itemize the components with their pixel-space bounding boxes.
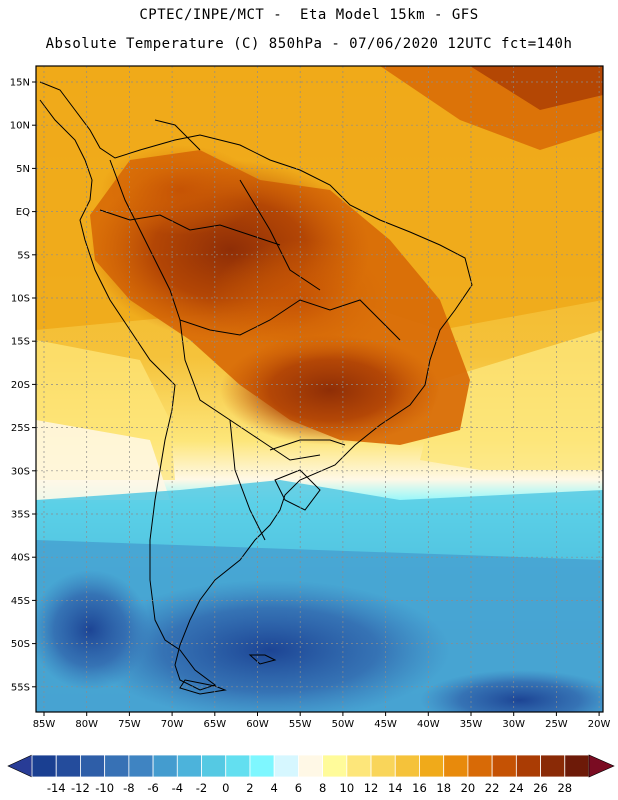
title-line-1: CPTEC/INPE/MCT - Eta Model 15km - GFS: [139, 7, 479, 23]
colorbar-swatch: [225, 754, 251, 778]
lon-label: 55W: [289, 719, 312, 730]
colorbar-swatch: [491, 754, 517, 778]
lat-label: 40S: [11, 553, 30, 564]
lon-label: 65W: [203, 719, 226, 730]
coastlines: [39, 81, 473, 695]
lat-label: 45S: [11, 596, 30, 607]
colorbar: -14 -12 -10 -8 -6 -4 -2 0 2 4 6 8 10 12 14 16 18 20 22 24 26…: [7, 754, 615, 795]
colorbar-tick-label: 2: [246, 781, 253, 795]
colorbar-tick-label: -4: [172, 781, 183, 795]
lon-label: 20W: [588, 719, 611, 730]
colorbar-swatch: [564, 754, 590, 778]
colorbar-tick-label: 4: [271, 781, 278, 795]
colorbar-swatch: [249, 754, 275, 778]
colorbar-tick-label: 10: [340, 781, 355, 795]
colorbar-under-arrow: [7, 754, 33, 778]
temperature-field: [36, 66, 603, 712]
lat-label: 55S: [11, 682, 30, 693]
colorbar-swatch: [515, 754, 541, 778]
colorbar-tick-label: 12: [364, 781, 379, 795]
colorbar-tick-label: 20: [461, 781, 476, 795]
colorbar-swatch: [419, 754, 445, 778]
latitude-axis: 15N 10N 5N EQ 5S 10S 15S 20S 25S 30S 35S 40S 45S 50S 5…: [10, 78, 36, 693]
lat-label: 10N: [10, 121, 30, 132]
title-line-2: Absolute Temperature (C) 850hPa - 07/06/…: [45, 36, 573, 52]
colorbar-tick-label: 0: [222, 781, 229, 795]
colorbar-over-arrow: [588, 754, 615, 778]
colorbar-tick-label: -10: [95, 781, 114, 795]
colorbar-tick-label: -2: [196, 781, 207, 795]
lat-label: EQ: [16, 207, 30, 218]
lat-label: 5S: [17, 250, 30, 261]
colorbar-swatch: [322, 754, 348, 778]
lon-label: 70W: [161, 719, 184, 730]
colorbar-tick-label: 24: [509, 781, 524, 795]
colorbar-swatch: [540, 754, 566, 778]
colorbar-tick-label: 26: [533, 781, 548, 795]
lon-label: 35W: [460, 719, 483, 730]
lon-label: 80W: [75, 719, 98, 730]
lat-label: 15N: [10, 78, 30, 89]
colorbar-swatch: [346, 754, 372, 778]
lon-label: 30W: [502, 719, 525, 730]
colorbar-swatch: [201, 754, 227, 778]
colorbar-swatch: [176, 754, 202, 778]
colorbar-swatch: [370, 754, 396, 778]
colorbar-swatch: [273, 754, 299, 778]
lat-label: 10S: [11, 294, 30, 305]
colorbar-swatch: [80, 754, 106, 778]
lon-label: 40W: [417, 719, 440, 730]
colorbar-swatch: [443, 754, 469, 778]
colorbar-tick-label: -8: [123, 781, 134, 795]
colorbar-swatch: [55, 754, 81, 778]
colorbar-swatch: [394, 754, 420, 778]
longitude-axis: 85W 80W 75W 70W 65W 60W 55W 50W 45W 40W 35W 30W 25W 2…: [33, 712, 611, 730]
colorbar-tick-label: 8: [319, 781, 326, 795]
lat-label: 25S: [11, 423, 30, 434]
lat-label: 35S: [11, 510, 30, 521]
colorbar-tick-label: -6: [147, 781, 158, 795]
lon-label: 75W: [118, 719, 141, 730]
lon-label: 25W: [545, 719, 568, 730]
colorbar-swatch: [297, 754, 324, 778]
lat-label: 15S: [11, 337, 30, 348]
lat-label: 5N: [16, 164, 30, 175]
lon-label: 45W: [374, 719, 397, 730]
colorbar-tick-label: 14: [388, 781, 403, 795]
lon-label: 85W: [33, 719, 56, 730]
colorbar-tick-label: 16: [412, 781, 427, 795]
lat-label: 20S: [11, 380, 30, 391]
colorbar-swatch: [467, 754, 493, 778]
lon-label: 60W: [246, 719, 269, 730]
lat-label: 30S: [11, 466, 30, 477]
colorbar-swatch: [128, 754, 154, 778]
colorbar-swatch: [104, 754, 130, 778]
colorbar-swatch: [31, 754, 57, 778]
colorbar-tick-label: 22: [485, 781, 500, 795]
colorbar-tick-label: 18: [436, 781, 451, 795]
colorbar-tick-label: -12: [71, 781, 90, 795]
lon-label: 50W: [332, 719, 355, 730]
colorbar-tick-label: 6: [295, 781, 302, 795]
colorbar-tick-label: -14: [47, 781, 66, 795]
colorbar-tick-label: 28: [557, 781, 572, 795]
colorbar-swatch: [152, 754, 178, 778]
lat-label: 50S: [11, 639, 30, 650]
map-border: [35, 65, 604, 713]
